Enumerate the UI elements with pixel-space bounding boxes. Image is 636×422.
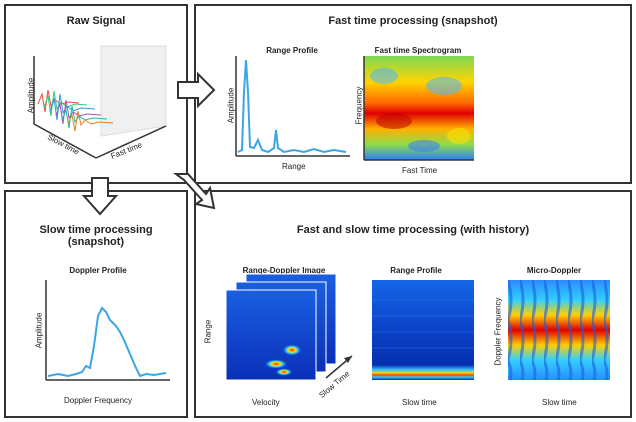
fast-range-profile-title: Range Profile [266, 46, 318, 55]
doppler-profile-y-label: Amplitude [34, 312, 44, 349]
micro-doppler-image [508, 280, 610, 380]
spectrogram-y-label: Frequency [354, 86, 364, 125]
slow-time-title: Slow time processing (snapshot) [39, 224, 153, 248]
raw-signal-y-label: Amplitude [26, 77, 36, 114]
raw-signal-panel: Raw Signal Amplitude Slow time Fast time [4, 4, 188, 184]
spectrogram-title: Fast time Spectrogram [374, 46, 462, 55]
micro-doppler-y-label: Doppler Frequency [493, 297, 503, 366]
fast-time-panel: Fast time processing (snapshot) Range Pr… [194, 4, 632, 184]
arrow-raw-to-slow [81, 177, 119, 216]
rdi-stack-image [225, 273, 353, 381]
rdi-title: Range-Doppler Image [242, 266, 326, 275]
fast-slow-title: Fast and slow time processing (with hist… [296, 224, 530, 236]
fast-range-profile-line [237, 59, 347, 154]
history-range-profile-image [372, 280, 474, 380]
fast-range-profile-plot [235, 56, 350, 157]
fast-range-profile-x-label: Range [282, 162, 306, 171]
doppler-profile-x-label: Doppler Frequency [64, 396, 133, 405]
raw-signal-3d-plot [33, 45, 167, 159]
fast-slow-panel: Fast and slow time processing (with hist… [194, 190, 632, 418]
fast-range-profile-y-label: Amplitude [226, 87, 236, 124]
slow-time-panel: Slow time processing (snapshot) Doppler … [4, 190, 188, 418]
raw-signal-waveforms [37, 89, 114, 132]
arrow-raw-to-fast [177, 71, 216, 109]
history-range-profile-x-label: Slow time [402, 398, 437, 407]
micro-doppler-x-label: Slow time [542, 398, 577, 407]
doppler-profile-line [47, 306, 167, 378]
history-range-profile-title: Range Profile [390, 266, 442, 275]
fast-time-title: Fast time processing (snapshot) [328, 15, 498, 27]
doppler-profile-plot [45, 280, 170, 381]
spectrogram-x-label: Fast Time [402, 166, 438, 175]
rdi-y-label: Range [203, 319, 213, 344]
rdi-x-label: Velocity [252, 398, 280, 407]
micro-doppler-title: Micro-Doppler [526, 266, 582, 275]
doppler-profile-title: Doppler Profile [69, 266, 127, 275]
raw-signal-title: Raw Signal [66, 15, 126, 27]
arrow-raw-to-both [173, 173, 216, 210]
spectrogram-image [363, 56, 474, 161]
